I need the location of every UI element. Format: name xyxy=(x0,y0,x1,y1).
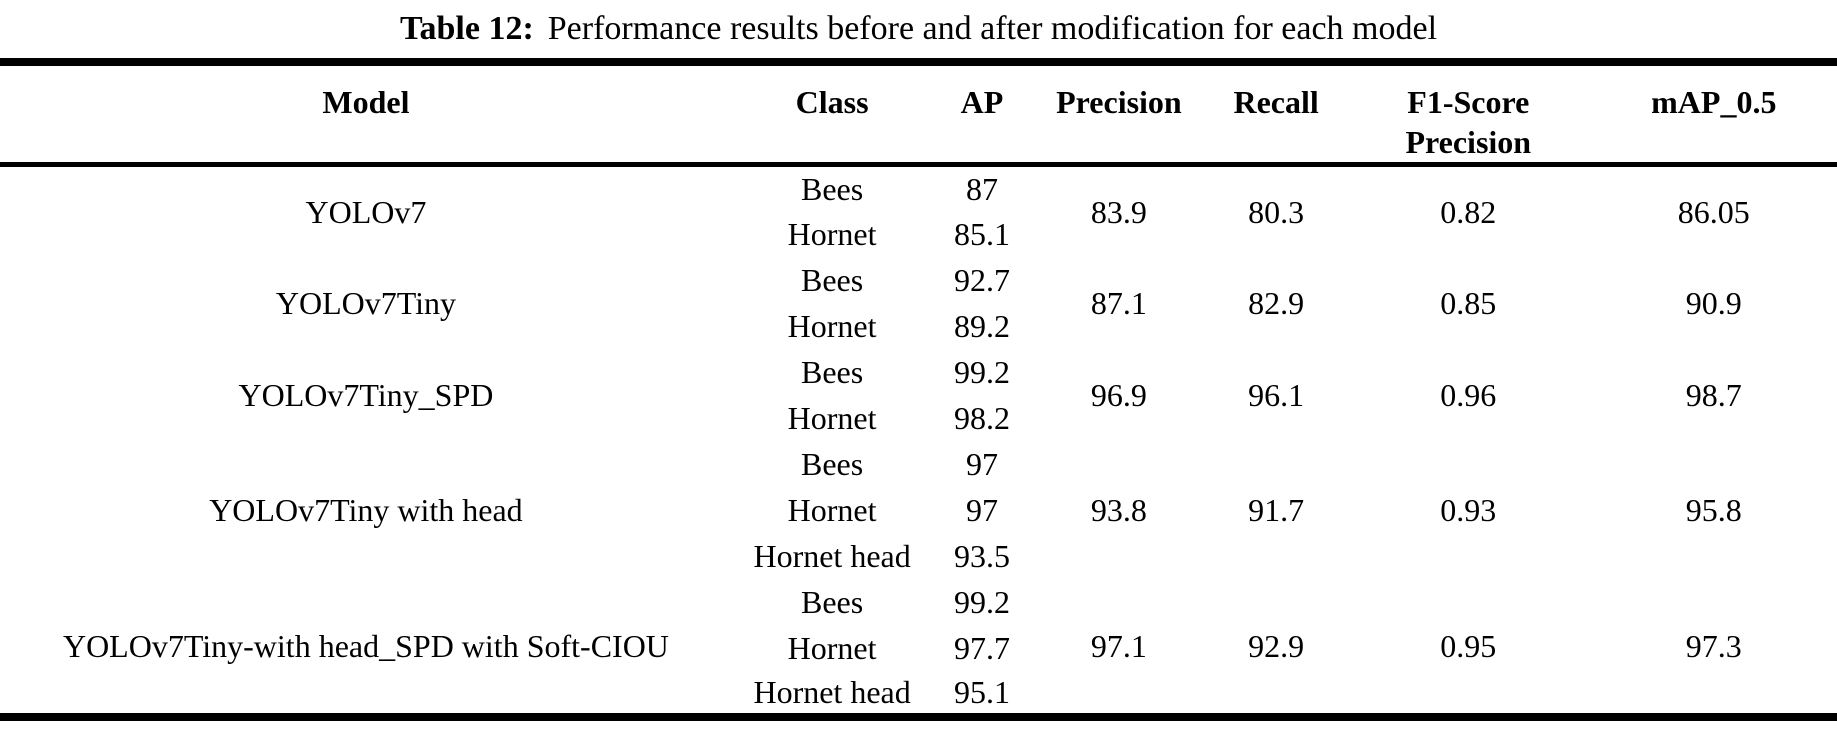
model-cell: YOLOv7Tiny-with head_SPD with Soft-CIOU xyxy=(62,627,669,664)
f1-score-cell: 0.82 xyxy=(1440,193,1497,230)
class-cell: Hornet head xyxy=(753,673,911,710)
class-cell: Hornet head xyxy=(753,537,911,574)
class-cell: Hornet xyxy=(787,215,877,252)
class-cell: Bees xyxy=(800,261,864,298)
ap-cell: 99.2 xyxy=(953,353,1010,390)
model-cell: YOLOv7 xyxy=(305,193,427,230)
ap-cell: 97.7 xyxy=(953,629,1010,666)
class-cell: Hornet xyxy=(787,491,877,528)
ap-cell: 93.5 xyxy=(953,537,1010,574)
model-cell: YOLOv7Tiny_SPD xyxy=(238,376,494,413)
class-cell: Hornet xyxy=(787,399,877,436)
model-cell: YOLOv7Tiny xyxy=(275,284,457,321)
ap-cell: 85.1 xyxy=(953,215,1010,252)
f1-score-cell: 0.85 xyxy=(1440,284,1497,321)
map-cell: 90.9 xyxy=(1685,284,1742,321)
header-model: Model xyxy=(0,62,732,167)
table-row: Hornet head 93.5 xyxy=(0,533,1837,579)
header-f1-score: F1-Score Precision xyxy=(1346,62,1591,167)
header-precision: Precision xyxy=(1031,62,1207,167)
f1-score-cell: 0.96 xyxy=(1440,376,1497,413)
ap-cell: 99.2 xyxy=(953,583,1010,620)
precision-cell: 93.8 xyxy=(1090,491,1147,528)
table-row: Hornet head 95.1 xyxy=(0,671,1837,717)
ap-cell: 95.1 xyxy=(953,673,1010,710)
class-cell: Bees xyxy=(800,353,864,390)
table-row: YOLOv7 Bees 87 83.9 80.3 0.82 86.05 xyxy=(0,165,1837,230)
model-group-yolov7tiny-with-head: YOLOv7Tiny with head Bees 97 93.8 91.7 0… xyxy=(0,441,1837,579)
table-row: Hornet 98.2 xyxy=(0,395,1837,441)
header-ap: AP xyxy=(932,62,1032,167)
map-cell: 98.7 xyxy=(1685,376,1742,413)
table-row: Hornet 89.2 xyxy=(0,303,1837,349)
header-row: Model Class AP Precision Recall F1-Score… xyxy=(0,62,1837,167)
f1-score-cell: 0.93 xyxy=(1440,491,1497,528)
recall-cell: 96.1 xyxy=(1248,376,1305,413)
header-class: Class xyxy=(731,62,933,167)
f1-score-cell: 0.95 xyxy=(1440,627,1497,664)
model-group-yolov7: YOLOv7 Bees 87 83.9 80.3 0.82 86.05 Horn… xyxy=(0,165,1837,257)
map-cell: 95.8 xyxy=(1685,491,1742,528)
table-row: Hornet 97.7 xyxy=(0,625,1837,671)
map-cell: 97.3 xyxy=(1685,627,1742,664)
table-caption-text: Performance results before and after mod… xyxy=(547,10,1438,47)
precision-cell: 96.9 xyxy=(1090,376,1147,413)
results-table: Model Class AP Precision Recall F1-Score… xyxy=(0,58,1837,721)
table-row: YOLOv7Tiny with head Bees 97 93.8 91.7 0… xyxy=(0,441,1837,528)
table-caption-label: Table 12: xyxy=(399,10,534,47)
class-cell: Hornet xyxy=(787,629,877,666)
header-map: mAP_0.5 xyxy=(1590,62,1837,167)
table-row: YOLOv7Tiny_SPD Bees 99.2 96.9 96.1 0.96 … xyxy=(0,349,1837,413)
precision-cell: 87.1 xyxy=(1090,284,1147,321)
ap-cell: 87 xyxy=(965,170,998,207)
table-row: YOLOv7Tiny-with head_SPD with Soft-CIOU … xyxy=(0,579,1837,664)
table-caption: Table 12: Performance results before and … xyxy=(0,0,1837,58)
model-group-yolov7tiny-spd: YOLOv7Tiny_SPD Bees 99.2 96.9 96.1 0.96 … xyxy=(0,349,1837,441)
recall-cell: 92.9 xyxy=(1248,627,1305,664)
recall-cell: 80.3 xyxy=(1248,193,1305,230)
model-group-yolov7tiny: YOLOv7Tiny Bees 92.7 87.1 82.9 0.85 90.9… xyxy=(0,257,1837,349)
recall-cell: 82.9 xyxy=(1248,284,1305,321)
header-f1-score-line1: F1-Score xyxy=(1407,84,1530,120)
ap-cell: 98.2 xyxy=(953,399,1010,436)
header-f1-score-line2: Precision xyxy=(1405,124,1532,160)
class-cell: Bees xyxy=(800,583,864,620)
model-cell: YOLOv7Tiny with head xyxy=(209,491,523,528)
ap-cell: 89.2 xyxy=(953,307,1010,344)
ap-cell: 92.7 xyxy=(953,261,1010,298)
recall-cell: 91.7 xyxy=(1248,491,1305,528)
ap-cell: 97 xyxy=(965,491,998,528)
class-cell: Bees xyxy=(800,170,864,207)
table-row: Hornet 97 xyxy=(0,487,1837,533)
header-recall: Recall xyxy=(1206,62,1346,167)
table-header: Model Class AP Precision Recall F1-Score… xyxy=(0,62,1837,167)
class-cell: Bees xyxy=(800,445,864,482)
model-group-yolov7tiny-with-head-spd-soft-ciou: YOLOv7Tiny-with head_SPD with Soft-CIOU … xyxy=(0,579,1837,717)
map-cell: 86.05 xyxy=(1677,193,1750,230)
precision-cell: 97.1 xyxy=(1090,627,1147,664)
table-row: Hornet 85.1 xyxy=(0,211,1837,257)
precision-cell: 83.9 xyxy=(1090,193,1147,230)
table-row: YOLOv7Tiny Bees 92.7 87.1 82.9 0.85 90.9 xyxy=(0,257,1837,321)
class-cell: Hornet xyxy=(787,307,877,344)
ap-cell: 97 xyxy=(965,445,998,482)
